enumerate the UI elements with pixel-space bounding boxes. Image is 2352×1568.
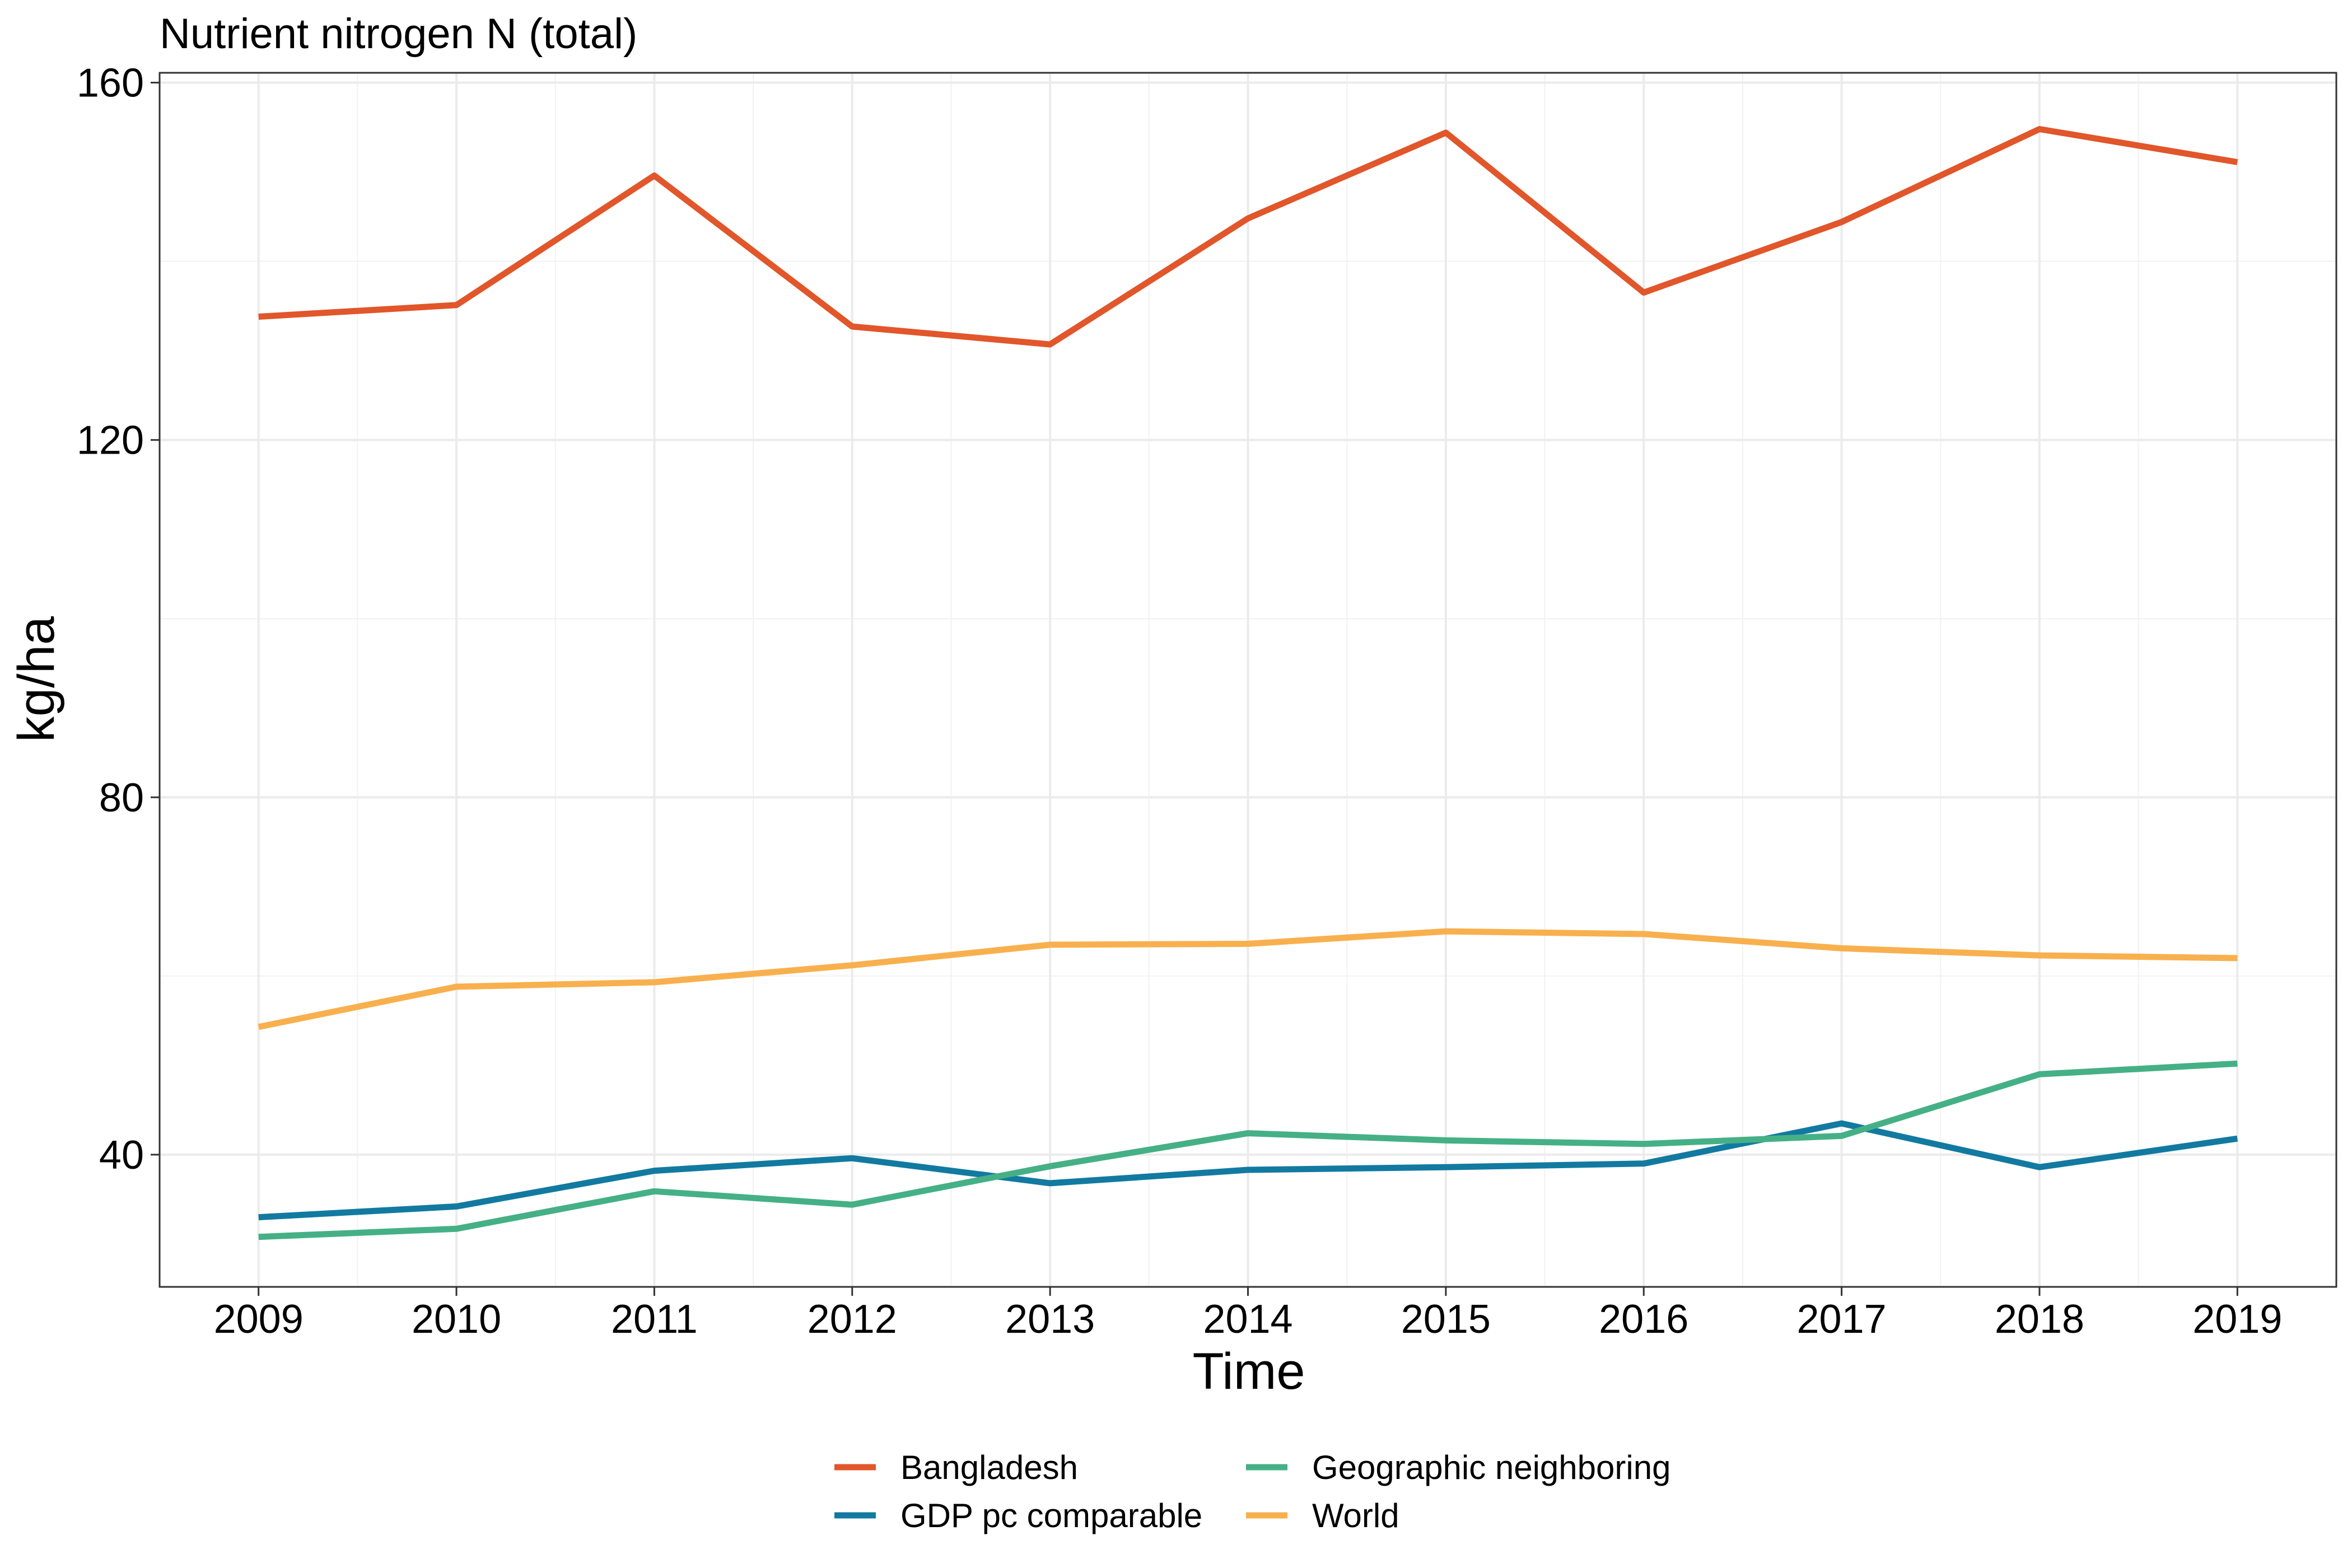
series-line-gdp-pc-comparable <box>258 1120 2238 1221</box>
x-tick-label: 2011 <box>611 1297 698 1342</box>
y-axis: 40 80 120 160 <box>77 61 160 1178</box>
series-line-world <box>258 928 2238 1030</box>
x-tick-label: 2014 <box>1203 1297 1292 1342</box>
series-line-bangladesh <box>258 126 2238 348</box>
series-line-geographic-neighboring <box>258 1060 2238 1240</box>
legend: Bangladesh GDP pc comparable Geographic ne… <box>834 1449 1670 1534</box>
legend-item: World <box>1246 1497 1399 1534</box>
chart-title: Nutrient nitrogen N (total) <box>160 10 637 58</box>
legend-label: GDP pc comparable <box>900 1497 1202 1534</box>
y-tick-label: 40 <box>99 1133 144 1178</box>
x-tick-label: 2010 <box>412 1297 501 1342</box>
x-tick-label: 2013 <box>1005 1297 1095 1342</box>
x-tick-label: 2016 <box>1599 1297 1688 1342</box>
x-tick-label: 2009 <box>214 1297 304 1342</box>
x-tick-label: 2018 <box>1995 1297 2084 1342</box>
y-tick-label: 120 <box>77 418 144 463</box>
x-axis: 2009 2010 2011 2012 2013 2014 2015 2016 2017 2018… <box>214 1287 2282 1342</box>
y-tick-label: 160 <box>77 61 144 106</box>
legend-item: GDP pc comparable <box>834 1497 1202 1534</box>
x-tick-label: 2017 <box>1797 1297 1887 1342</box>
legend-item: Geographic neighboring <box>1246 1449 1670 1486</box>
legend-label: World <box>1312 1497 1399 1534</box>
x-tick-label: 2019 <box>2192 1297 2282 1342</box>
series-lines <box>258 126 2238 1240</box>
legend-label: Geographic neighboring <box>1312 1449 1670 1486</box>
legend-item: Bangladesh <box>834 1449 1078 1486</box>
y-tick-label: 80 <box>99 776 144 820</box>
x-tick-label: 2015 <box>1401 1297 1491 1342</box>
x-axis-title: Time <box>1192 1343 1305 1400</box>
legend-label: Bangladesh <box>900 1449 1078 1486</box>
y-axis-title: kg/ha <box>8 616 65 743</box>
x-tick-label: 2012 <box>808 1297 897 1342</box>
grid-lines <box>160 73 2336 1287</box>
